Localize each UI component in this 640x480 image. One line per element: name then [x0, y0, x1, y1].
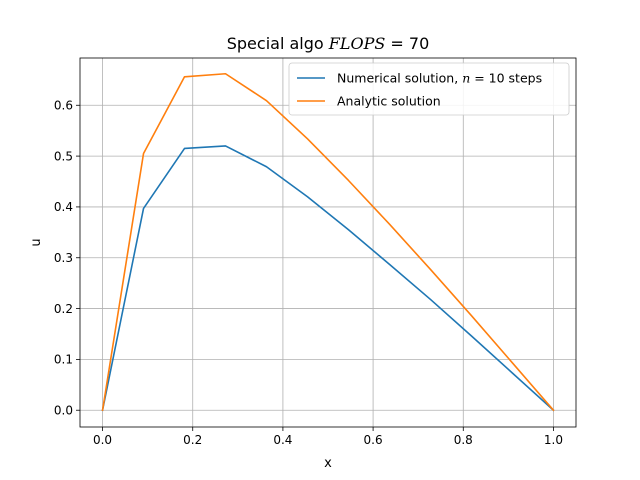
legend-label: Numerical solution, n = 10 steps	[337, 71, 542, 86]
ticks: 0.0 0.2 0.4 0.6 0.8 1.0 0.0 0.1 0.2 0.3 0.4 0.5 0.6	[54, 99, 563, 447]
series-line-analytic	[101, 72, 555, 412]
x-tick-label: 0.8	[454, 433, 473, 447]
x-tick-label: 1.0	[544, 433, 563, 447]
legend-label: Analytic solution	[337, 94, 441, 109]
legend-box	[288, 62, 570, 116]
y-tick-label: 0.6	[54, 99, 73, 113]
x-tick-label: 0.6	[364, 433, 383, 447]
y-tick-label: 0.0	[54, 404, 73, 418]
series-line-numerical	[101, 145, 555, 412]
y-tick-label: 0.2	[54, 302, 73, 316]
chart-title: Special algo FLOPS = 70	[227, 34, 430, 53]
x-axis-label: x	[324, 456, 332, 471]
plot-area	[80, 58, 576, 427]
y-tick-label: 0.1	[54, 353, 73, 367]
legend: Numerical solution, n = 10 steps Analytic…	[288, 62, 570, 116]
y-tick-label: 0.5	[54, 149, 73, 163]
y-axis-label: u	[29, 238, 44, 246]
plot-frame	[79, 57, 577, 428]
grid	[80, 58, 576, 427]
x-tick-label: 0.4	[273, 433, 292, 447]
y-tick-label: 0.4	[54, 200, 73, 214]
x-tick-label: 0.0	[93, 433, 112, 447]
x-tick-label: 0.2	[183, 433, 202, 447]
series-layer	[101, 72, 555, 412]
y-tick-label: 0.3	[54, 251, 73, 265]
